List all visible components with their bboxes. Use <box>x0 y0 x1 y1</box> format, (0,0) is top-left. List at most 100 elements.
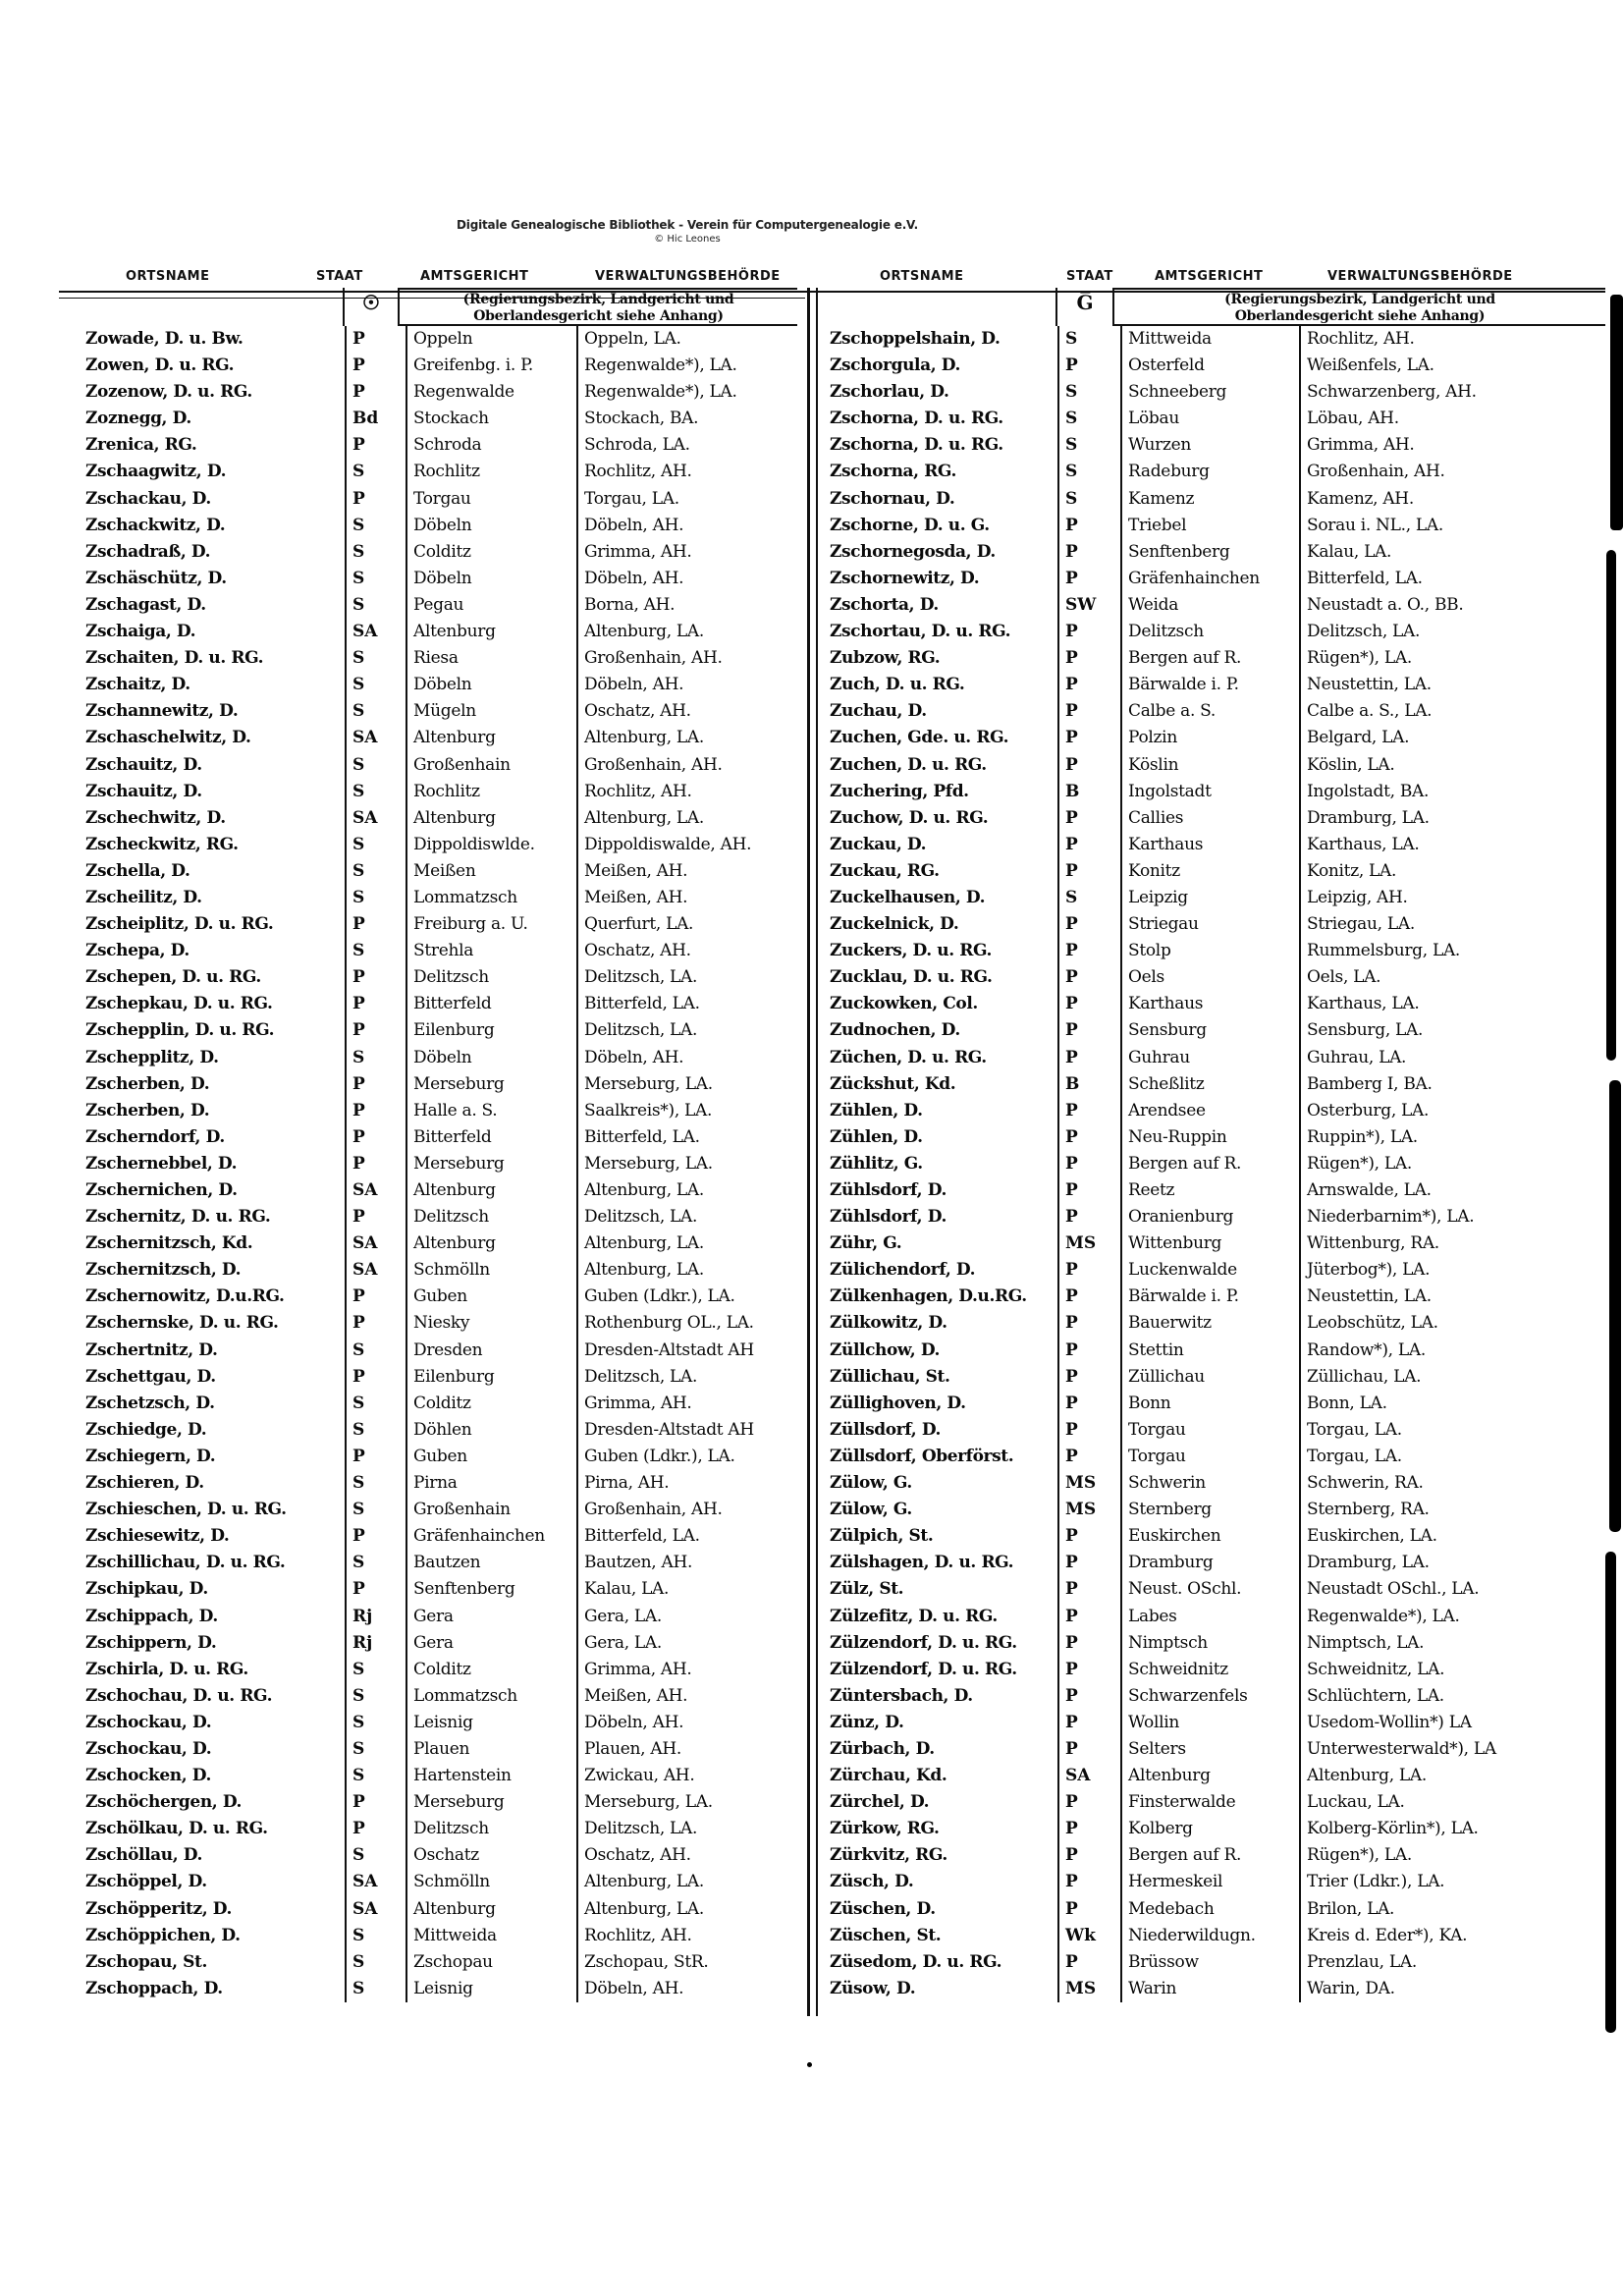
note-line2: Oberlandesgericht siehe Anhang) <box>1234 308 1486 324</box>
staat-cell: P <box>347 326 407 354</box>
table-row: Zowen, D. u. RG. P Greifenbg. i. P. Regenwa… <box>83 353 797 380</box>
table-row: Zschepa, D. S Strehla Oschatz, AH. <box>83 938 797 965</box>
table-row: Zscheckwitz, RG. S Dippoldiswlde. Dippoldis… <box>83 831 797 858</box>
amtsgericht-cell: Niederwildugn. <box>1122 1922 1301 1949</box>
table-row: Zschorna, D. u. RG. S Wurzen Grimma, AH. <box>828 432 1605 460</box>
column-header-amtsgericht-left: AMTSGERICHT <box>420 269 529 284</box>
table-row: Zrenica, RG. P Schroda Schroda, LA. <box>83 432 797 460</box>
amtsgericht-cell: Gräfenhainchen <box>407 1523 578 1551</box>
amtsgericht-cell: Osterfeld <box>1122 353 1301 380</box>
ortsname-cell: Zülshagen, D. u. RG. <box>828 1550 1059 1577</box>
table-row: Zschornau, D. S Kamenz Kamenz, AH. <box>828 485 1605 513</box>
ortsname-cell: Zschorna, RG. <box>828 459 1059 486</box>
ortsname-cell: Zürchel, D. <box>828 1789 1059 1817</box>
staat-cell: P <box>1059 1735 1122 1764</box>
ortsname-cell: Zschorna, D. u. RG. <box>828 406 1059 433</box>
amtsgericht-cell: Rochlitz <box>407 459 578 486</box>
staat-cell: S <box>347 778 407 805</box>
ortsname-cell: Zschäschütz, D. <box>83 565 347 592</box>
verwaltungsbehoerde-cell: Rügen*), LA. <box>1307 1153 1412 1174</box>
table-row: Zürkvitz, RG. P Bergen auf R. Rügen*), LA. <box>828 1842 1605 1870</box>
table-row: Zülzendorf, D. u. RG. P Schweidnitz Schweid… <box>828 1656 1605 1683</box>
ortsname-cell: Zschauitz, D. <box>83 778 347 805</box>
table-row: Zubzow, RG. P Bergen auf R. Rügen*), LA. <box>828 645 1605 673</box>
verwaltungsbehoerde-cell: Ingolstadt, BA. <box>1307 781 1430 801</box>
amtsgericht-cell: Riesa <box>407 645 578 673</box>
staat-cell: S <box>347 831 407 858</box>
staat-cell: P <box>1059 1656 1122 1683</box>
verwaltungsbehoerde-cell: Regenwalde*), LA. <box>584 355 737 376</box>
staat-cell: S <box>347 1842 407 1870</box>
ortsname-cell: Zülzendorf, D. u. RG. <box>828 1656 1059 1683</box>
staat-cell: P <box>1059 645 1122 673</box>
staat-cell: S <box>1059 326 1122 354</box>
verwaltungsbehoerde-cell: Dresden-Altstadt AH <box>584 1339 754 1360</box>
staat-cell: S <box>347 884 407 912</box>
table-row: Zürchel, D. P Finsterwalde Luckau, LA. <box>828 1789 1605 1817</box>
table-row: Zschernske, D. u. RG. P Niesky Rothenburg O… <box>83 1310 797 1338</box>
table-row: Zülow, G. MS Schwerin Schwerin, RA. <box>828 1470 1605 1498</box>
ortsname-cell: Zschechwitz, D. <box>83 804 347 832</box>
ortsname-cell: Zschornegosda, D. <box>828 538 1059 566</box>
table-row: Zschorna, RG. S Radeburg Großenhain, AH. <box>828 459 1605 486</box>
amtsgericht-cell: Oppeln <box>407 326 578 354</box>
amtsgericht-cell: Luckenwalde <box>1122 1257 1301 1285</box>
amtsgericht-cell: Züllichau <box>1122 1363 1301 1391</box>
staat-continuation-symbol: G̅ <box>1057 288 1114 326</box>
verwaltungsbehoerde-cell: Großenhain, AH. <box>584 648 723 669</box>
table-row: Zschockau, D. S Leisnig Döbeln, AH. <box>83 1709 797 1736</box>
table-row: Zschornegosda, D. P Senftenberg Kalau, LA. <box>828 538 1605 566</box>
table-row: Zülichendorf, D. P Luckenwalde Jüterbog*), … <box>828 1257 1605 1285</box>
verwaltungsbehoerde-cell: Neustettin, LA. <box>1307 1286 1432 1307</box>
amtsgericht-cell: Schweidnitz <box>1122 1656 1301 1683</box>
amtsgericht-cell: Plauen <box>407 1735 578 1764</box>
verwaltungsbehoerde-cell: Rochlitz, AH. <box>1307 329 1415 349</box>
staat-cell: P <box>1059 698 1122 726</box>
staat-cell: P <box>1059 1629 1122 1657</box>
ortsname-cell: Zuchen, D. u. RG. <box>828 751 1059 779</box>
staat-cell: Rj <box>347 1629 407 1657</box>
staat-cell: P <box>1059 831 1122 858</box>
verwaltungsbehoerde-cell: Delitzsch, LA. <box>584 1819 698 1839</box>
staat-cell: P <box>1059 725 1122 752</box>
verwaltungsbehoerde-cell: Kalau, LA. <box>1307 541 1392 562</box>
amtsgericht-cell: Leisnig <box>407 1975 578 2002</box>
staat-cell: P <box>347 1523 407 1551</box>
amtsgericht-cell: Labes <box>1122 1603 1301 1630</box>
note-line1: (Regierungsbezirk, Landgericht und <box>1224 292 1495 307</box>
verwaltungsbehoerde-cell: Saalkreis*), LA. <box>584 1100 713 1121</box>
staat-cell: P <box>1059 1097 1122 1124</box>
staat-cell: P <box>1059 565 1122 592</box>
ortsname-cell: Züsow, D. <box>828 1975 1059 2002</box>
amtsgericht-cell: Zschopau <box>407 1948 578 1976</box>
staat-cell: P <box>1059 1310 1122 1338</box>
verwaltungsbehoerde-cell: Rothenburg OL., LA. <box>584 1313 754 1334</box>
verwaltungsbehoerde-cell: Rummelsburg, LA. <box>1307 941 1461 961</box>
table-row: Zülzefitz, D. u. RG. P Labes Regenwalde*), … <box>828 1603 1605 1630</box>
staat-cell: P <box>1059 911 1122 939</box>
table-row: Zschorgula, D. P Osterfeld Weißenfels, LA. <box>828 353 1605 380</box>
verwaltungsbehoerde-cell: Kreis d. Eder*), KA. <box>1307 1925 1468 1945</box>
staat-cell: P <box>1059 1337 1122 1364</box>
amtsgericht-cell: Karthaus <box>1122 831 1301 858</box>
ortsname-cell: Zuckowken, Col. <box>828 991 1059 1018</box>
table-row: Zschaiten, D. u. RG. S Riesa Großenhain, AH… <box>83 645 797 673</box>
group-separator-line-1 <box>807 288 810 2016</box>
table-row: Zuch, D. u. RG. P Bärwalde i. P. Neustettin… <box>828 672 1605 699</box>
verwaltungsbehoerde-cell: Altenburg, LA. <box>584 1180 704 1200</box>
table-row: Züschen, St. Wk Niederwildugn. Kreis d. Ede… <box>828 1922 1605 1949</box>
verwaltungsbehoerde-cell: Schwerin, RA. <box>1307 1473 1424 1494</box>
staat-cell: SA <box>347 1869 407 1896</box>
verwaltungsbehoerde-cell: Altenburg, LA. <box>1307 1766 1427 1786</box>
amtsgericht-cell: Guben <box>407 1443 578 1471</box>
table-row: Zschöpperitz, D. SA Altenburg Altenburg, LA… <box>83 1895 797 1923</box>
staat-cell: P <box>347 1097 407 1124</box>
ortsname-cell: Zschorna, D. u. RG. <box>828 432 1059 460</box>
table-row: Zozenow, D. u. RG. P Regenwalde Regenwalde*… <box>83 379 797 407</box>
staat-cell: P <box>1059 1177 1122 1205</box>
ortsname-cell: Zürkow, RG. <box>828 1816 1059 1843</box>
table-row: Zschoppach, D. S Leisnig Döbeln, AH. <box>83 1975 797 2002</box>
amtsgericht-cell: Warin <box>1122 1975 1301 2002</box>
verwaltungsbehoerde-cell: Luckau, LA. <box>1307 1792 1405 1813</box>
verwaltungsbehoerde-cell: Leipzig, AH. <box>1307 887 1408 907</box>
